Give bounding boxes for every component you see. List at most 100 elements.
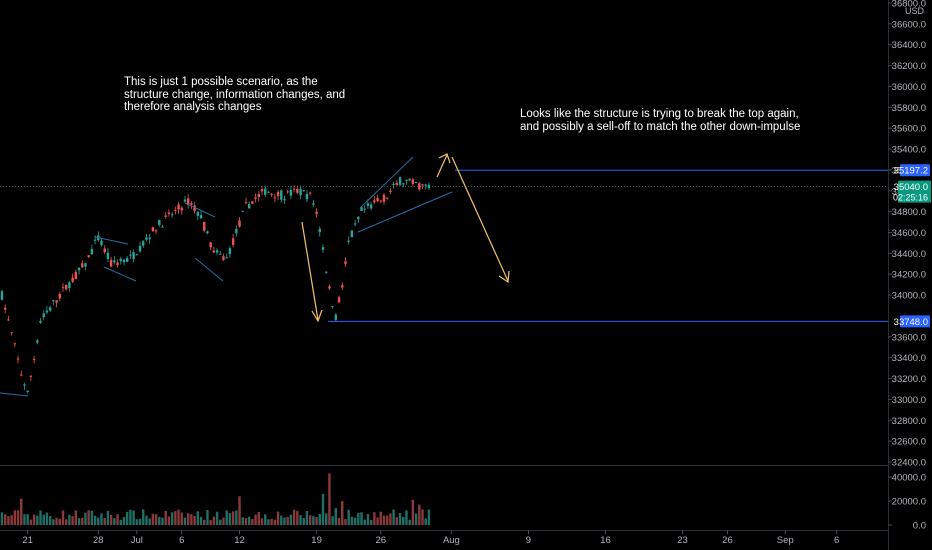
volume-bar <box>389 513 392 525</box>
volume-bar <box>366 514 370 525</box>
candle-body <box>302 190 305 192</box>
volume-bar <box>42 514 45 525</box>
volume-bar <box>280 515 283 525</box>
candle-body <box>363 208 366 210</box>
candle-body <box>65 284 68 290</box>
candle-body <box>193 205 196 212</box>
projection-arrow-up[interactable] <box>436 153 451 178</box>
volume-bar <box>408 519 411 525</box>
volume-bar <box>273 519 277 525</box>
trendline[interactable] <box>0 392 29 397</box>
time-tick-label: 9 <box>526 535 531 546</box>
price-axis[interactable]: 32400.0 32600.0 32800.0 33000.0 33200.0 33400… <box>888 0 926 469</box>
candle-body <box>357 216 360 220</box>
time-tick-label: 28 <box>93 535 104 546</box>
candle-body <box>376 197 379 202</box>
candle-body <box>148 237 151 240</box>
volume-bar <box>382 515 386 525</box>
candle-body <box>32 358 36 360</box>
candle-body <box>219 253 222 255</box>
candle-body <box>395 182 399 186</box>
candle-body <box>379 200 382 202</box>
volume-bar <box>257 511 260 525</box>
candle-body <box>267 191 270 193</box>
volume-bar <box>93 515 97 525</box>
candle-body <box>36 340 39 343</box>
candle-body <box>77 267 81 271</box>
volume-bar <box>302 518 305 525</box>
candle-body <box>421 184 424 186</box>
volume-bar <box>373 512 376 525</box>
volume-bar <box>405 510 408 525</box>
volume-bar <box>52 519 55 525</box>
volume-bar <box>305 510 309 525</box>
candle-body <box>408 178 411 181</box>
price-tick-label: 35600.0 <box>892 124 926 135</box>
candle-body <box>84 263 87 267</box>
trendline[interactable] <box>103 266 137 282</box>
time-tick-label: 6 <box>834 535 839 546</box>
candle-body <box>0 291 4 300</box>
candle-body <box>392 183 395 185</box>
volume-bar <box>196 511 200 525</box>
volume-bar <box>312 516 315 525</box>
time-tick-label: 12 <box>234 535 245 546</box>
volume-bar <box>421 509 424 525</box>
candle-body <box>273 197 277 199</box>
candle-body <box>366 203 370 206</box>
volume-bar <box>292 509 296 525</box>
candle-body <box>116 262 119 266</box>
annotation-scenario-note[interactable]: This is just 1 possible scenario, as the… <box>124 76 346 113</box>
volume-bar <box>270 518 273 525</box>
volume-bar <box>350 516 354 525</box>
volume-axis: 0.0 20000.0 40000.0 <box>888 473 926 532</box>
candle-body <box>299 188 302 196</box>
volume-bar <box>357 512 360 525</box>
volume-bar <box>264 514 267 525</box>
level-price-tag <box>900 315 930 328</box>
candle-body <box>4 307 7 310</box>
horizontal-levels[interactable] <box>328 169 888 322</box>
annotation-structure-note[interactable]: Looks like the structure is trying to br… <box>520 108 801 133</box>
volume-bar <box>341 501 344 525</box>
trendline[interactable] <box>194 257 224 282</box>
volume-bar <box>190 514 193 525</box>
candle-body <box>337 297 341 303</box>
rising-wedge-lower[interactable] <box>357 191 453 233</box>
trendline[interactable] <box>94 236 129 245</box>
volume-bar <box>308 515 312 525</box>
trendline[interactable] <box>184 202 216 218</box>
volume-bar <box>244 518 248 525</box>
price-tick-label: 35800.0 <box>892 103 926 114</box>
candle-body <box>138 245 142 252</box>
volume-bar <box>318 514 321 525</box>
candle-body <box>215 250 219 253</box>
volume-bar <box>90 510 94 525</box>
volume-bar <box>61 510 65 525</box>
candle-body <box>254 197 257 199</box>
volume-bar <box>71 516 74 525</box>
projection-arrow-selloff[interactable] <box>451 156 510 284</box>
price-tick-label: 33600.0 <box>892 332 926 343</box>
volume-bar <box>414 513 418 525</box>
price-tick-label: 34200.0 <box>892 270 926 281</box>
drawing-tools[interactable] <box>0 153 510 397</box>
volume-bar <box>135 519 139 525</box>
volume-bar <box>68 514 71 525</box>
volume-bar <box>241 517 244 525</box>
candle-body <box>280 190 283 200</box>
time-axis[interactable]: 21 28 Jul 6 12 19 26 Aug 9 16 23 26 Sep 6 <box>22 530 839 546</box>
candlestick-series <box>0 176 431 394</box>
projection-arrow-down[interactable] <box>301 221 323 323</box>
candle-body <box>135 254 139 256</box>
candle-body <box>125 257 129 262</box>
candle-body <box>296 188 299 193</box>
volume-bar <box>186 513 190 525</box>
rising-wedge-upper[interactable] <box>359 156 414 209</box>
candle-body <box>373 200 376 203</box>
price-tick-label: 32400.0 <box>892 458 926 469</box>
candle-body <box>10 332 13 334</box>
volume-bar <box>247 516 251 525</box>
volume-bar <box>81 517 84 525</box>
